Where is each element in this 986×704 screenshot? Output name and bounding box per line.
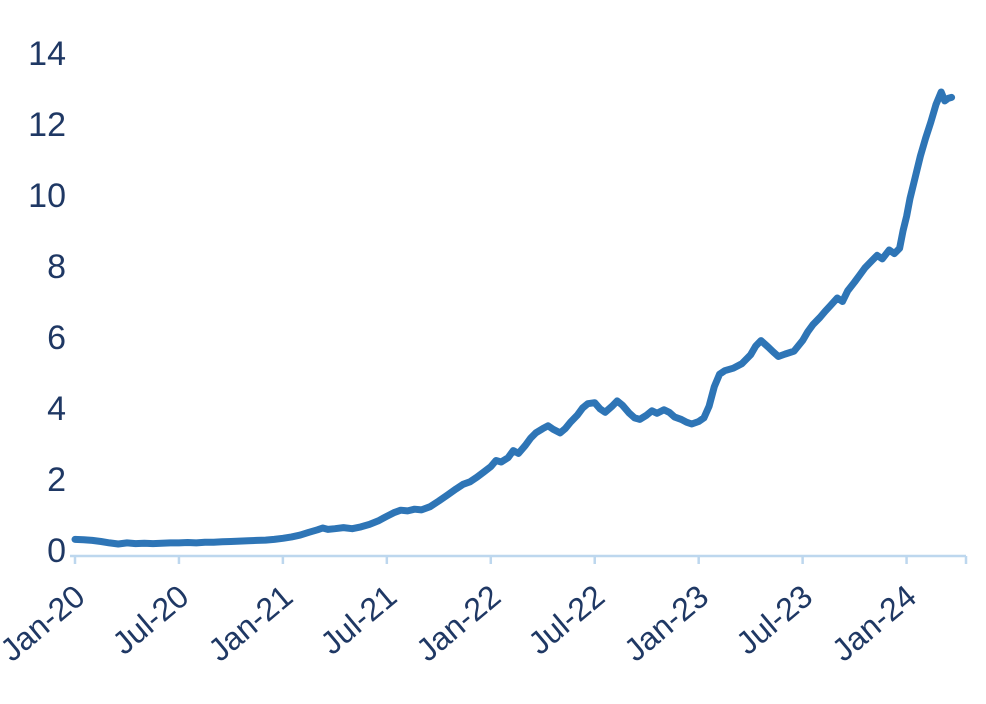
x-axis-tick-label: Jul-21 bbox=[313, 578, 403, 662]
y-axis-tick-label: 8 bbox=[47, 248, 66, 286]
y-axis-tick-label: 4 bbox=[47, 390, 66, 428]
x-axis-tick-label: Jan-20 bbox=[0, 578, 91, 668]
y-axis-tick-label: 14 bbox=[28, 35, 66, 73]
y-axis-tick-label: 0 bbox=[47, 532, 66, 570]
y-axis-tick-label: 2 bbox=[47, 461, 66, 499]
data-series-line bbox=[71, 88, 956, 548]
y-axis-tick-label: 12 bbox=[28, 106, 66, 144]
x-axis-tick-label: Jan-21 bbox=[201, 578, 299, 668]
x-axis-tick-label: Jan-23 bbox=[617, 578, 715, 668]
y-axis-tick-label: 6 bbox=[47, 319, 66, 357]
x-axis-tick-label: Jul-23 bbox=[729, 578, 819, 662]
x-axis-tick-label: Jan-24 bbox=[825, 578, 923, 668]
y-axis-tick-label: 10 bbox=[28, 177, 66, 215]
x-axis-tick-label: Jul-22 bbox=[521, 578, 611, 662]
x-axis-tick-label: Jan-22 bbox=[409, 578, 507, 668]
x-axis-tick-label: Jul-20 bbox=[106, 578, 196, 662]
